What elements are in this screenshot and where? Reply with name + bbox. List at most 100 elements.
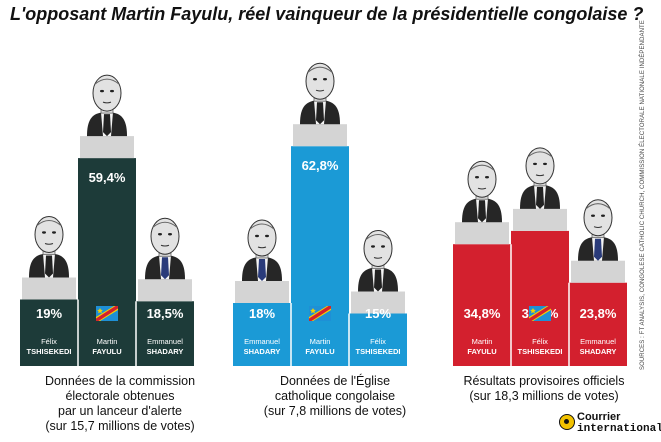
- eye-left: [100, 89, 104, 93]
- hair-line: [94, 78, 120, 85]
- brand-logo[interactable]: Courrier international: [559, 410, 661, 438]
- hair-line: [585, 203, 611, 210]
- head-shape: [363, 230, 393, 267]
- head-shape: [583, 199, 613, 237]
- candidate-first-name: Félix: [41, 337, 57, 346]
- eye-left: [313, 78, 317, 81]
- bar-2-3: [349, 313, 407, 366]
- head-shape: [305, 62, 335, 100]
- tie-shape: [536, 186, 544, 209]
- eye-right: [265, 234, 269, 238]
- caption-line: électorale obtenues: [65, 389, 175, 403]
- caption-line: (sur 15,7 millions de votes): [45, 419, 195, 433]
- candidate-last-name: FAYULU: [305, 347, 334, 356]
- hair-line: [527, 151, 553, 158]
- head-shape: [150, 217, 180, 255]
- flag-stripe-red: [309, 306, 331, 321]
- candidate-last-name: TSHISEKEDI: [517, 347, 562, 356]
- head-shape: [92, 74, 122, 112]
- candidate-last-name: FAYULU: [467, 347, 496, 356]
- eye-left: [158, 233, 162, 236]
- candidate-last-name: SHADARY: [244, 347, 281, 356]
- panel-3: 34,8%MartinFAYULU38,6%FélixTSHISEKEDI23,…: [453, 147, 627, 366]
- caption-line: (sur 7,8 millions de votes): [263, 404, 407, 418]
- candidate-last-name: TSHISEKEDI: [355, 347, 400, 356]
- mouth-line: [257, 246, 267, 249]
- pedestal: [80, 136, 134, 159]
- eye-right: [543, 162, 547, 166]
- candidate-last-name: FAYULU: [92, 347, 121, 356]
- candidate-first-name: Emmanuel: [580, 337, 616, 346]
- caption-line: Données de la commission: [44, 374, 196, 388]
- tie-shape: [103, 114, 111, 137]
- caption-line: Résultats provisoires officiels: [463, 374, 625, 388]
- brand-name-line1: Courrier: [577, 411, 621, 423]
- eye-right: [323, 78, 327, 81]
- eye-right: [381, 245, 385, 248]
- head-shape: [34, 216, 64, 253]
- tie-shape: [45, 255, 53, 278]
- candidate-first-name: Félix: [532, 337, 548, 346]
- eye-left: [475, 176, 479, 179]
- eye-left: [255, 234, 259, 238]
- value-label: 15%: [365, 306, 391, 321]
- head-shape: [247, 219, 277, 257]
- value-label: 23,8%: [580, 306, 617, 321]
- hair-line: [152, 221, 178, 228]
- pedestal: [513, 208, 567, 231]
- pedestal: [293, 124, 347, 147]
- eye-left: [42, 231, 46, 234]
- candidate-first-name: Emmanuel: [147, 337, 183, 346]
- panel-2-caption: Données de l'Église catholique congolais…: [240, 374, 430, 419]
- candidate-first-name: Félix: [370, 337, 386, 346]
- flag-stripe-red: [96, 306, 118, 321]
- bar-3-2: [511, 230, 569, 366]
- value-label: 18%: [249, 306, 275, 321]
- mouth-line: [373, 257, 383, 259]
- value-label: 59,4%: [89, 170, 126, 185]
- eye-left: [533, 162, 537, 166]
- caption-line: par un lanceur d'alerte: [58, 404, 182, 418]
- eye-left: [371, 245, 375, 248]
- bar-1-1: [20, 299, 78, 366]
- head-shape: [525, 147, 555, 185]
- mouth-line: [102, 101, 112, 104]
- mouth-line: [44, 243, 54, 245]
- chart-title: L'opposant Martin Fayulu, réel vainqueur…: [10, 4, 644, 24]
- candidate-first-name: Martin: [97, 337, 118, 346]
- bar-1-3: [136, 301, 194, 366]
- candidate-last-name: SHADARY: [147, 347, 184, 356]
- tie-shape: [161, 257, 169, 280]
- hair-line: [249, 223, 275, 230]
- candidate-first-name: Martin: [310, 337, 331, 346]
- hair-line: [365, 234, 391, 240]
- value-label: 34,8%: [464, 306, 501, 321]
- pedestal: [138, 279, 192, 302]
- value-label: 62,8%: [302, 158, 339, 173]
- pedestal: [351, 291, 405, 314]
- tie-shape: [316, 102, 324, 125]
- flag-star: [97, 308, 103, 314]
- panel-1-caption: Données de la commission électorale obte…: [25, 374, 215, 434]
- tie-shape: [258, 259, 266, 281]
- flag-stripe-red: [529, 306, 551, 321]
- pedestal: [455, 222, 509, 245]
- bar-3-3: [569, 282, 627, 366]
- bar-1-2: [78, 158, 136, 366]
- mouth-line: [160, 244, 170, 247]
- eye-right: [601, 214, 605, 217]
- mouth-line: [593, 226, 603, 228]
- eye-right: [168, 233, 172, 236]
- bar-2-1: [233, 303, 291, 366]
- head-shape: [467, 160, 497, 198]
- brand-name-line2: international: [577, 423, 661, 435]
- flag-star: [310, 308, 316, 314]
- pedestal: [235, 281, 289, 303]
- caption-line: (sur 18,3 millions de votes): [469, 389, 619, 403]
- source-note: SOURCES : FT ANALYSIS, CONGOLESE CATHOLI…: [640, 20, 646, 370]
- bar-2-2: [291, 146, 349, 366]
- candidate-last-name: TSHISEKEDI: [26, 347, 71, 356]
- flag-star: [530, 308, 536, 314]
